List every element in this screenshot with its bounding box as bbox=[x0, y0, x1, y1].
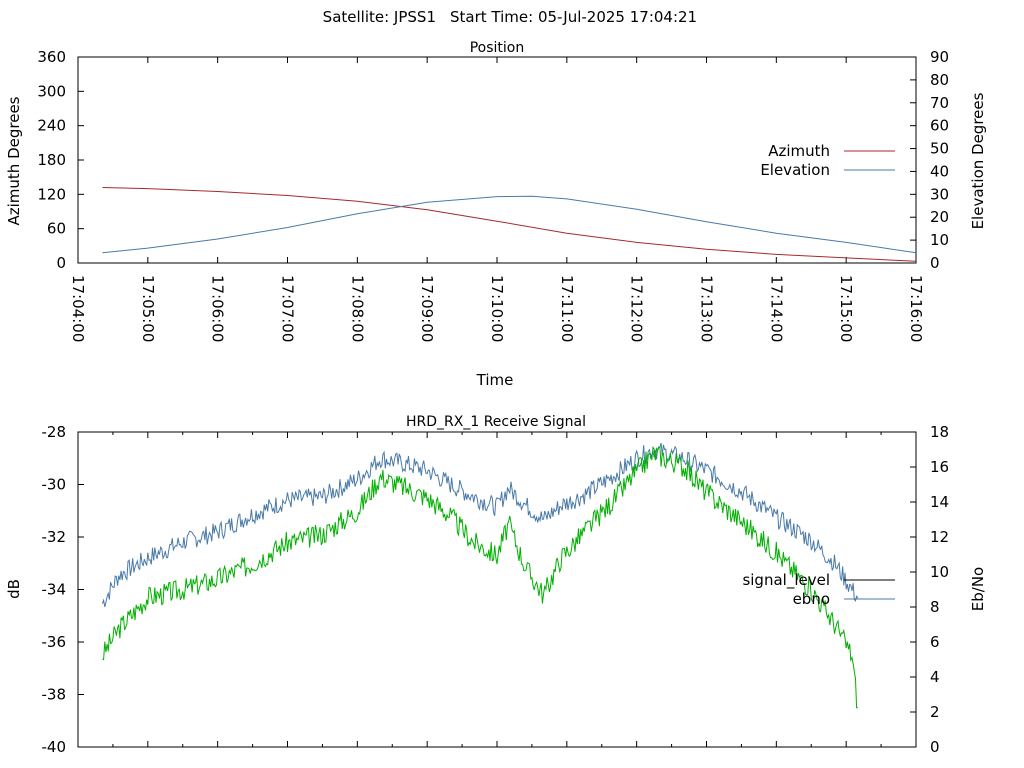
elevation-y-tick-label: 10 bbox=[930, 231, 949, 249]
ebno-y-tick-label: 12 bbox=[930, 528, 949, 546]
ebno-y-tick-label: 6 bbox=[930, 633, 940, 651]
satellite-label: Satellite: JPSS1 bbox=[323, 8, 436, 26]
position-x-axis-label: Time bbox=[476, 371, 514, 389]
azimuth-y-tick-label: 240 bbox=[37, 117, 66, 135]
db-y-tick-label: -30 bbox=[42, 476, 67, 494]
elevation-y-tick-label: 50 bbox=[930, 140, 949, 158]
position-chart-title: Position bbox=[470, 40, 525, 56]
position-x-tick-label: 17:14:00 bbox=[767, 275, 785, 342]
elevation-y-tick-label: 90 bbox=[930, 48, 949, 66]
db-y-tick-label: -34 bbox=[42, 581, 67, 599]
azimuth-series-line bbox=[102, 187, 917, 262]
position-x-tick-label: 17:15:00 bbox=[837, 275, 855, 342]
legend-elevation-label: Elevation bbox=[760, 161, 830, 179]
elevation-y-tick-label: 40 bbox=[930, 162, 949, 180]
ebno-y-tick-label: 10 bbox=[930, 563, 949, 581]
db-y-tick-label: -32 bbox=[42, 528, 67, 546]
position-x-tick-label: 17:04:00 bbox=[69, 275, 87, 342]
position-x-tick-label: 17:06:00 bbox=[209, 275, 227, 342]
ebno-series-line bbox=[101, 442, 859, 608]
elevation-y-tick-label: 30 bbox=[930, 185, 949, 203]
db-y-tick-label: -38 bbox=[42, 686, 67, 704]
signal-chart-title: HRD_RX_1 Receive Signal bbox=[406, 414, 586, 430]
legend-azimuth-label: Azimuth bbox=[768, 142, 830, 160]
db-y-tick-label: -36 bbox=[42, 633, 67, 651]
elevation-y-tick-label: 80 bbox=[930, 71, 949, 89]
elevation-y-tick-label: 20 bbox=[930, 208, 949, 226]
position-chart: Position Time Azimuth Degrees Elevation … bbox=[5, 40, 987, 389]
elevation-y-tick-label: 70 bbox=[930, 94, 949, 112]
ebno-y-tick-label: 16 bbox=[930, 458, 949, 476]
ebno-y-tick-label: 0 bbox=[930, 738, 940, 756]
azimuth-y-tick-label: 360 bbox=[37, 48, 66, 66]
start-time-label: Start Time: 05-Jul-2025 17:04:21 bbox=[450, 8, 697, 26]
db-y-tick-label: -28 bbox=[42, 423, 67, 441]
db-y-tick-label: -40 bbox=[42, 738, 67, 756]
position-x-tick-label: 17:11:00 bbox=[558, 275, 576, 342]
position-x-tick-label: 17:12:00 bbox=[628, 275, 646, 342]
position-x-tick-label: 17:13:00 bbox=[698, 275, 716, 342]
azimuth-y-tick-label: 180 bbox=[37, 151, 66, 169]
ebno-y-tick-label: 4 bbox=[930, 668, 940, 686]
signal-plot-frame bbox=[77, 431, 917, 748]
azimuth-axis-label: Azimuth Degrees bbox=[5, 96, 23, 225]
db-axis-label: dB bbox=[5, 579, 23, 599]
azimuth-y-tick-label: 300 bbox=[37, 82, 66, 100]
position-x-tick-label: 17:16:00 bbox=[907, 275, 925, 342]
position-x-tick-label: 17:10:00 bbox=[488, 275, 506, 342]
legend-ebno-label: ebno bbox=[793, 590, 830, 608]
signal-level-series-line bbox=[102, 445, 858, 709]
ebno-y-tick-label: 14 bbox=[930, 493, 949, 511]
ebno-y-tick-label: 2 bbox=[930, 703, 940, 721]
elevation-y-tick-label: 60 bbox=[930, 117, 949, 135]
legend-signal-level-label: signal_level bbox=[742, 571, 830, 590]
signal-chart: HRD_RX_1 Receive Signal dB Eb/No -40 -38 -… bbox=[5, 414, 987, 756]
position-plot-frame bbox=[77, 56, 917, 264]
azimuth-y-tick-label: 60 bbox=[47, 220, 66, 238]
position-x-tick-label: 17:07:00 bbox=[279, 275, 297, 342]
elevation-series-line bbox=[102, 195, 917, 254]
elevation-axis-label: Elevation Degrees bbox=[969, 92, 987, 229]
azimuth-y-tick-label: 120 bbox=[37, 185, 66, 203]
elevation-y-tick-label: 0 bbox=[930, 254, 940, 272]
position-x-tick-label: 17:09:00 bbox=[418, 275, 436, 342]
position-x-tick-label: 17:05:00 bbox=[139, 275, 157, 342]
ebno-axis-label: Eb/No bbox=[969, 567, 987, 611]
ebno-y-tick-label: 8 bbox=[930, 598, 940, 616]
ebno-y-tick-label: 18 bbox=[930, 423, 949, 441]
azimuth-y-tick-label: 0 bbox=[56, 254, 66, 272]
position-x-tick-label: 17:08:00 bbox=[348, 275, 366, 342]
